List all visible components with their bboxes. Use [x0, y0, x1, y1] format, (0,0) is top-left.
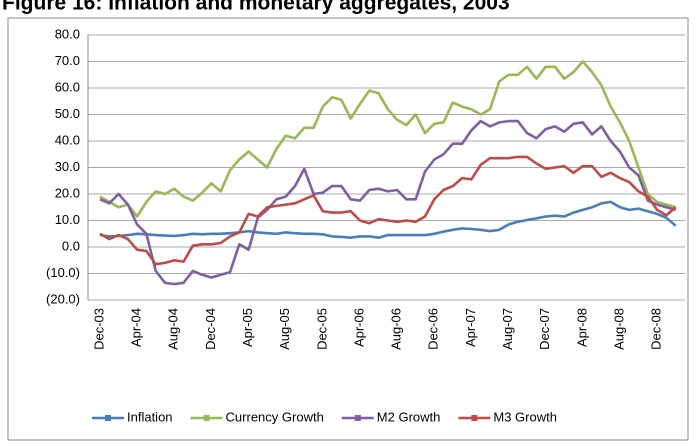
legend-label: M3 Growth [493, 409, 557, 424]
y-tick-label: 40.0 [55, 132, 80, 147]
y-tick-label: 10.0 [55, 212, 80, 227]
legend-label: M2 Growth [377, 409, 441, 424]
x-tick-label: Dec-04 [203, 308, 218, 350]
y-tick-label: 30.0 [55, 159, 80, 174]
x-tick-label: Aug-06 [389, 308, 404, 350]
legend-marker [471, 415, 478, 421]
x-tick-label: Aug-07 [500, 308, 515, 350]
chart-title: Figure 16: Inflation and monetary aggreg… [2, 0, 510, 15]
y-tick-label: 60.0 [55, 79, 80, 94]
x-tick-label: Aug-04 [166, 308, 181, 350]
x-tick-label: Apr-04 [129, 308, 144, 347]
series-line [99, 60, 677, 218]
series-line [99, 119, 677, 286]
x-tick-label: Apr-06 [351, 308, 366, 347]
y-tick-label: 70.0 [55, 53, 80, 68]
x-tick-label: Apr-05 [240, 308, 255, 347]
x-tick-label: Dec-06 [426, 308, 441, 350]
y-tick-label: (10.0) [46, 265, 80, 280]
legend-label: Currency Growth [226, 409, 324, 424]
y-tick-label: 50.0 [55, 106, 80, 121]
legend-label: Inflation [127, 409, 173, 424]
x-tick-label: Aug-05 [277, 308, 292, 350]
x-tick-label: Aug-08 [611, 308, 626, 350]
x-tick-label: Dec-08 [649, 308, 664, 350]
legend-marker [105, 415, 111, 421]
legend-marker [354, 415, 361, 421]
y-tick-label: 80.0 [55, 26, 80, 41]
x-tick-label: Apr-08 [574, 308, 589, 347]
x-tick-label: Dec-07 [537, 308, 552, 350]
y-tick-label: (20.0) [46, 291, 80, 306]
chart-border [7, 17, 689, 441]
legend-marker [203, 415, 210, 421]
y-tick-label: 20.0 [55, 185, 80, 200]
x-tick-label: Dec-03 [91, 308, 106, 350]
x-tick-label: Dec-05 [314, 308, 329, 350]
x-tick-label: Apr-07 [463, 308, 478, 347]
series-line [99, 155, 677, 266]
series-line [99, 200, 677, 239]
y-tick-label: 0.0 [62, 238, 80, 253]
